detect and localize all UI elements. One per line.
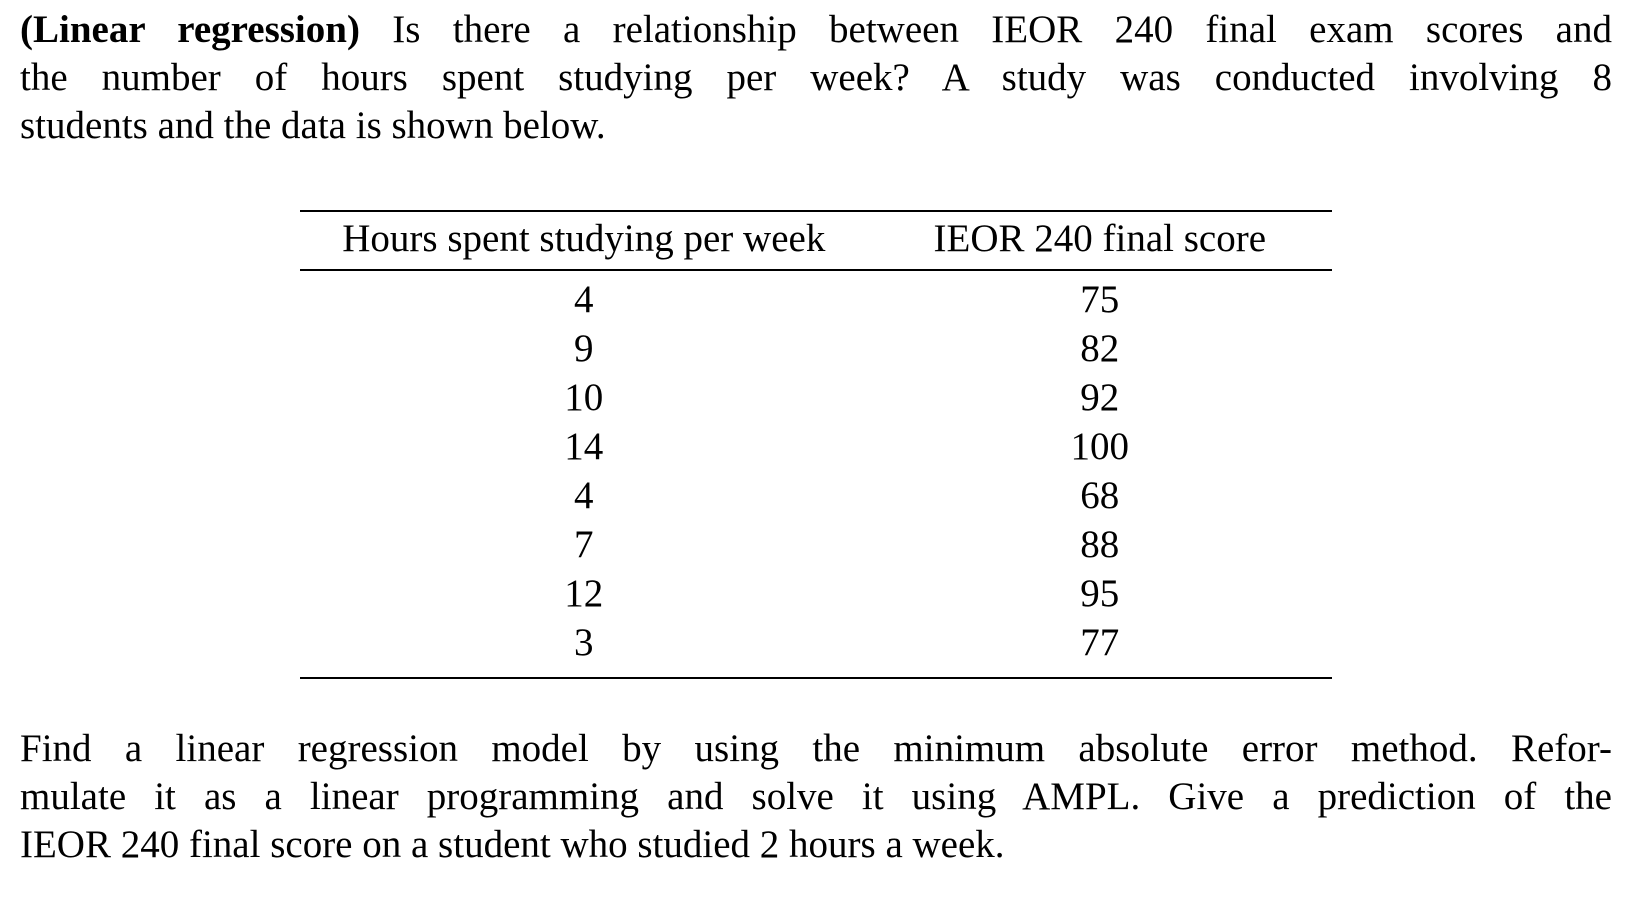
table-row: 7 88 [300, 520, 1332, 569]
hours-cell: 14 [564, 425, 604, 468]
problem-statement-line-1-text: Is there a relationship between IEOR 240… [392, 8, 1612, 51]
score-cell: 82 [1080, 327, 1120, 370]
score-cell: 100 [1070, 425, 1130, 468]
table-row: 9 82 [300, 324, 1332, 373]
problem-title-label: (Linear regression) [20, 8, 360, 51]
problem-instructions-line-2: mulate it as a linear programming and so… [20, 775, 1612, 818]
table-row: 12 95 [300, 569, 1332, 618]
column-header-score: IEOR 240 final score [867, 211, 1332, 271]
problem-statement-line-2: the number of hours spent studying per w… [20, 56, 1612, 99]
table-row: 14 100 [300, 422, 1332, 471]
score-cell: 88 [1080, 523, 1120, 566]
problem-statement: (Linear regression) Is there a relations… [20, 6, 1612, 150]
score-cell: 77 [1080, 621, 1120, 664]
table-row: 10 92 [300, 373, 1332, 422]
problem-instructions-line-3: IEOR 240 final score on a student who st… [20, 823, 1005, 866]
column-header-hours: Hours spent studying per week [300, 211, 868, 271]
score-cell: 95 [1080, 572, 1120, 615]
data-table-container: Hours spent studying per week IEOR 240 f… [20, 210, 1612, 679]
hours-cell: 12 [564, 572, 604, 615]
score-cell: 68 [1080, 474, 1120, 517]
score-cell: 92 [1080, 376, 1120, 419]
table-row: 4 68 [300, 471, 1332, 520]
hours-cell: 4 [574, 278, 594, 321]
problem-statement-line-3: students and the data is shown below. [20, 104, 606, 147]
table-row: 4 75 [300, 270, 1332, 324]
hours-cell: 7 [574, 523, 594, 566]
hours-cell: 3 [574, 621, 594, 664]
hours-cell: 4 [574, 474, 594, 517]
problem-instructions-line-1: Find a linear regression model by using … [20, 727, 1612, 770]
study-data-table: Hours spent studying per week IEOR 240 f… [300, 210, 1332, 679]
hours-cell: 10 [564, 376, 604, 419]
hours-cell: 9 [574, 327, 594, 370]
score-cell: 75 [1080, 278, 1120, 321]
table-header-row: Hours spent studying per week IEOR 240 f… [300, 211, 1332, 271]
problem-statement-line-1: (Linear regression) Is there a relations… [20, 6, 1612, 54]
table-row: 3 77 [300, 618, 1332, 678]
problem-instructions: Find a linear regression model by using … [20, 725, 1612, 869]
